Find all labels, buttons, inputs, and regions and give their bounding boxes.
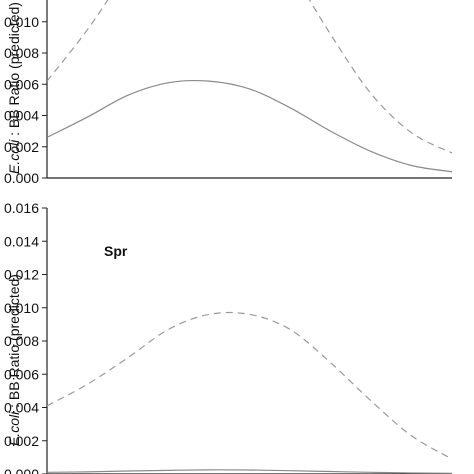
y-tick-label: 0.004 xyxy=(4,108,39,124)
y-tick-label: 0.008 xyxy=(4,333,39,349)
y-tick-label: 0.006 xyxy=(4,366,39,382)
y-tick-label: 0.002 xyxy=(4,433,39,449)
y-tick-label: 0.012 xyxy=(4,267,39,283)
panel-label: Spr xyxy=(104,243,128,259)
series-line-solid xyxy=(47,79,453,173)
series-line-solid xyxy=(47,469,453,474)
y-tick-label: 0.004 xyxy=(4,400,39,416)
y-tick-label: 0.002 xyxy=(4,139,39,155)
y-tick-label: 0.008 xyxy=(4,45,39,61)
y-tick-label: 0.016 xyxy=(4,200,39,216)
y-tick-label: 0.014 xyxy=(4,233,39,249)
y-tick-label: 0.000 xyxy=(4,466,39,474)
y-tick-label: 0.010 xyxy=(4,14,39,30)
series-line-dashed xyxy=(47,311,453,460)
y-tick-label: 0.006 xyxy=(4,76,39,92)
y-tick-label: 0.010 xyxy=(4,300,39,316)
y-axis-label: E.coli : BB Ratio (predicted) xyxy=(6,2,22,174)
y-tick-label: 0.000 xyxy=(4,170,39,186)
y-axis-label: E.coli : BB Ratio (predicted) xyxy=(6,274,22,446)
series-line-dashed xyxy=(47,0,453,154)
bottom-panel: 0.000 0.002 0.004 0.006 0.008 0.010 0.012 0.014… xyxy=(4,200,453,474)
